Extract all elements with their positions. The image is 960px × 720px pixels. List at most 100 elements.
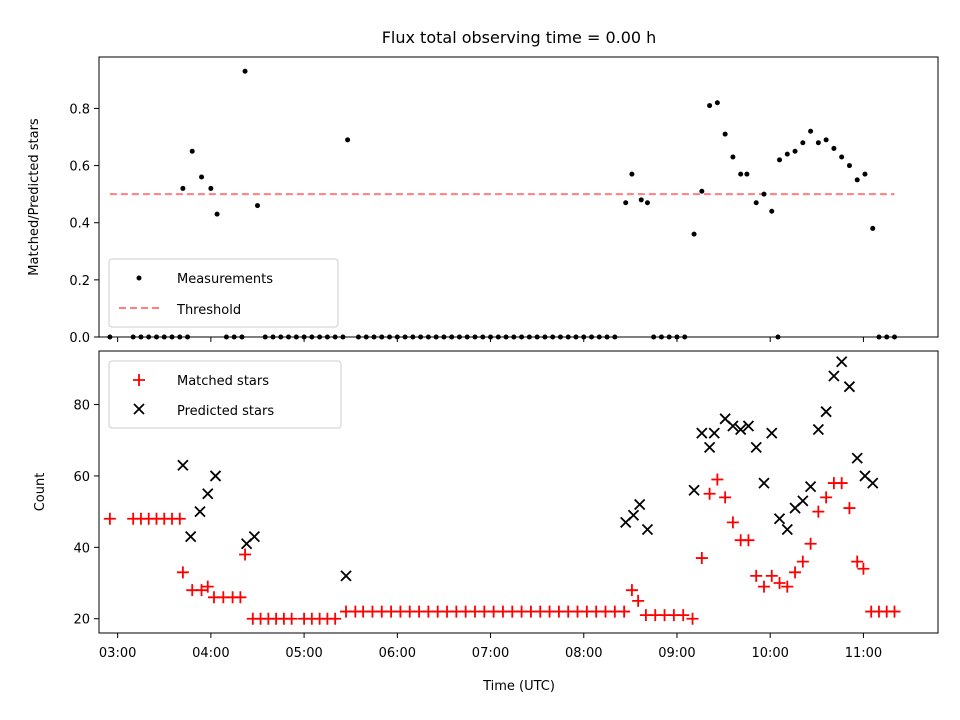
matched-point	[201, 580, 214, 593]
count-y-tick-label: 20	[73, 613, 90, 628]
legend-frame	[108, 258, 339, 328]
predicted-point	[742, 420, 755, 432]
count-axes: 03:00 04:00 05:00 06:00 07:00 08:00 09:00 10:00…	[73, 399, 882, 661]
count-y-tick-label: 80	[73, 399, 90, 414]
measurement-point	[738, 171, 744, 177]
matched-point	[820, 491, 833, 504]
measurement-point	[839, 154, 845, 160]
matched-point	[632, 594, 645, 607]
legend-frame	[108, 360, 342, 429]
measurement-point	[800, 140, 806, 146]
predicted-point	[202, 488, 214, 500]
count-y-tick-label: 40	[73, 541, 90, 556]
predicted-point	[797, 495, 809, 507]
predicted-point	[708, 427, 720, 439]
predicted-point	[209, 470, 222, 482]
matched-point	[686, 612, 699, 625]
predicted-point	[177, 459, 189, 471]
legend-threshold-label: Threshold	[176, 303, 241, 318]
measurement-point	[699, 188, 705, 194]
measurement-point	[644, 200, 650, 206]
measurement-point	[761, 191, 767, 197]
measurement-point	[629, 171, 635, 177]
ratio-axes: 0.0 0.2 0.4 0.6 0.8	[69, 102, 864, 346]
count-frame	[98, 350, 939, 634]
ratio-series-layer	[107, 68, 897, 340]
matched-point	[789, 566, 802, 579]
predicted-point	[696, 427, 708, 439]
x-tick-label: 09:00	[658, 646, 695, 661]
measurement-point	[730, 154, 736, 160]
matched-point	[719, 491, 732, 504]
count-legend: Matched stars Predicted stars	[108, 360, 342, 429]
legend-measurements-marker	[136, 275, 142, 281]
ratio-y-tick-label: 0.4	[69, 217, 90, 232]
measurement-point	[707, 103, 713, 109]
matched-point	[851, 555, 864, 568]
measurement-point	[345, 137, 351, 143]
measurement-point	[691, 231, 697, 237]
matched-point	[843, 502, 856, 515]
measurement-point	[638, 197, 644, 203]
predicted-point	[836, 356, 848, 368]
matched-point	[103, 512, 116, 525]
predicted-point	[727, 420, 739, 432]
predicted-point	[703, 441, 716, 454]
matched-point	[329, 612, 342, 625]
x-tick-label: 10:00	[751, 646, 788, 661]
matched-point	[888, 605, 901, 618]
matched-point	[835, 477, 848, 490]
measurement-point	[180, 185, 186, 191]
predicted-point	[735, 423, 747, 436]
matched-point	[742, 534, 755, 547]
predicted-point	[185, 530, 197, 543]
measurement-point	[815, 140, 821, 146]
matched-point	[750, 569, 763, 582]
measurement-point	[777, 157, 783, 163]
ratio-y-axis-label: Matched/Predicted stars	[27, 118, 42, 276]
measurement-point	[854, 177, 860, 183]
matched-point	[695, 552, 708, 565]
predicted-point	[641, 523, 654, 536]
predicted-point	[812, 423, 825, 436]
ratio-y-tick-label: 0.0	[69, 331, 90, 346]
matched-point	[173, 512, 186, 525]
x-tick-label: 04:00	[192, 646, 229, 661]
predicted-point	[773, 513, 786, 525]
x-tick-label: 05:00	[285, 646, 322, 661]
measurement-point	[870, 225, 876, 231]
matched-point	[757, 580, 770, 593]
measurement-point	[189, 148, 195, 154]
ratio-y-tick-label: 0.2	[69, 274, 90, 289]
ratio-y-tick-label: 0.8	[69, 102, 90, 117]
matched-point	[195, 584, 208, 597]
measurement-point	[753, 200, 759, 206]
matched-point	[711, 473, 724, 486]
chart-title: Flux total observing time = 0.00 h	[382, 28, 657, 47]
measurement-point	[784, 151, 790, 157]
measurement-point	[214, 211, 220, 217]
measurement-point	[714, 100, 720, 106]
x-axis-label: Time (UTC)	[482, 679, 555, 694]
legend-matched-label: Matched stars	[177, 374, 269, 389]
predicted-point	[820, 406, 832, 418]
x-tick-label: 07:00	[472, 646, 509, 661]
matched-point	[804, 537, 817, 550]
measurement-point	[808, 128, 814, 134]
matched-point	[176, 566, 189, 579]
matched-point	[703, 487, 716, 500]
matched-point	[726, 516, 739, 529]
count-panel: 03:00 04:00 05:00 06:00 07:00 08:00 09:00 10:00…	[33, 350, 939, 694]
predicted-point	[781, 523, 793, 536]
predicted-point	[634, 498, 646, 511]
matched-point	[625, 584, 638, 597]
measurement-point	[242, 68, 248, 74]
matched-point	[618, 605, 631, 618]
predicted-point	[766, 427, 778, 439]
count-y-axis-label: Count	[33, 473, 48, 512]
ratio-frame	[98, 56, 939, 338]
predicted-point	[867, 477, 879, 489]
x-tick-label: 06:00	[379, 646, 416, 661]
predicted-point	[843, 381, 856, 393]
predicted-point	[750, 441, 762, 454]
